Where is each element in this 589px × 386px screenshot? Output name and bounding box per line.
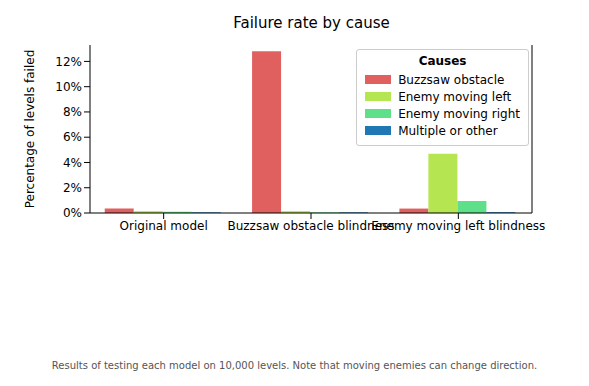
svg-text:8%: 8% — [63, 105, 82, 119]
html-text:Causes: Causes — [418, 54, 467, 68]
svg-text:4%: 4% — [63, 156, 82, 170]
svg-text:Percentage of levels failed: Percentage of levels failed — [23, 50, 37, 209]
html-text:Enemy moving left: Enemy moving left — [398, 89, 512, 104]
svg-text:Enemy moving left blindness: Enemy moving left blindness — [371, 219, 545, 233]
html-text:Buzzsaw obstacle: Buzzsaw obstacle — [398, 72, 505, 87]
svg-text:12%: 12% — [55, 55, 82, 69]
svg-text:Buzzsaw obstacle blindness: Buzzsaw obstacle blindness — [227, 219, 394, 233]
html-text:Enemy moving right: Enemy moving right — [398, 106, 520, 121]
svg-text:10%: 10% — [55, 80, 82, 94]
svg-text:6%: 6% — [63, 130, 82, 144]
html-text:Multiple or other: Multiple or other — [398, 123, 498, 138]
html-text:Failure rate by cause: Failure rate by cause — [233, 14, 390, 32]
svg-text:Original model: Original model — [120, 219, 208, 233]
svg-text:2%: 2% — [63, 181, 82, 195]
html-text:Results of testing each model: Results of testing each model on 10,000 … — [51, 360, 538, 371]
svg-text:0%: 0% — [63, 206, 82, 220]
